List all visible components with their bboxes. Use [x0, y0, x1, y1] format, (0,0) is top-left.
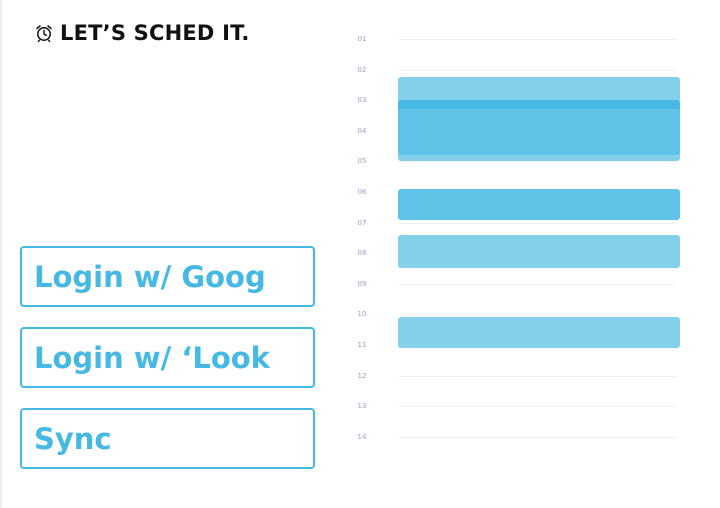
app-title: LET’S SCHED IT.	[60, 21, 250, 45]
event-block[interactable]	[398, 317, 680, 349]
hour-label: 13	[357, 402, 367, 411]
hour-label: 14	[357, 432, 367, 441]
event-block[interactable]	[398, 234, 680, 269]
event-block[interactable]	[398, 188, 680, 220]
hour-gridline	[399, 39, 676, 40]
login-google-button[interactable]: Login w/ Goog	[20, 246, 315, 307]
hour-label: 12	[357, 371, 367, 380]
hour-label: 11	[357, 341, 367, 349]
event-block[interactable]	[398, 109, 680, 156]
hour-label: 08	[357, 249, 367, 258]
app-header: LET’S SCHED IT.	[34, 18, 250, 48]
window-edge	[0, 0, 2, 508]
login-outlook-button[interactable]: Login w/ ‘Look	[20, 327, 315, 388]
hour-gridline	[399, 223, 676, 224]
hour-label: 10	[357, 310, 367, 319]
hour-gridline	[399, 437, 676, 438]
alarm-clock-icon	[36, 25, 52, 43]
hour-label: 04	[357, 126, 367, 135]
hour-gridline	[399, 70, 676, 71]
hour-label: 05	[357, 157, 367, 166]
hour-label: 07	[357, 218, 367, 227]
hour-label: 09	[357, 279, 367, 288]
hour-label: 03	[357, 96, 367, 105]
hour-gridline	[399, 376, 676, 377]
hour-label: 01	[357, 35, 367, 43]
hour-gridline	[399, 161, 676, 162]
hour-label: 06	[357, 188, 367, 196]
sync-button[interactable]: Sync	[20, 408, 315, 469]
hour-label: 02	[357, 65, 367, 74]
hour-gridline	[399, 406, 676, 407]
hour-gridline	[399, 314, 676, 315]
hour-gridline	[399, 284, 676, 285]
